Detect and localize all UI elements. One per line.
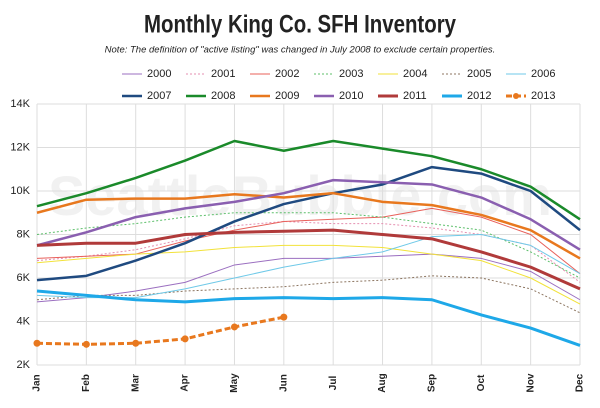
- x-tick-label: Feb: [81, 374, 92, 392]
- legend-item: 2010: [314, 90, 363, 102]
- y-tick-label: 8K: [17, 228, 31, 240]
- x-tick-label: Mar: [130, 374, 141, 392]
- legend-label: 2002: [275, 68, 299, 80]
- x-tick-label: Jun: [278, 374, 289, 392]
- data-point: [132, 339, 140, 347]
- legend-label: 2008: [211, 90, 235, 102]
- legend-item: 2005: [442, 68, 491, 80]
- y-tick-label: 12K: [10, 141, 30, 153]
- x-tick-label: Apr: [180, 374, 191, 391]
- legend-item: 2006: [506, 68, 555, 80]
- legend-label: 2003: [339, 68, 363, 80]
- legend-label: 2006: [531, 68, 555, 80]
- data-point: [280, 313, 288, 321]
- y-tick-label: 2K: [17, 359, 31, 371]
- legend-label: 2009: [275, 90, 299, 102]
- x-tick-label: May: [229, 373, 240, 393]
- legend-item: 2007: [122, 90, 171, 102]
- x-tick-label: Nov: [525, 373, 536, 392]
- x-tick-label: Dec: [575, 373, 586, 392]
- legend-item: 2003: [314, 68, 363, 80]
- legend-item: 2000: [122, 68, 171, 80]
- series-line: [36, 244, 581, 305]
- legend-item: 2012: [442, 90, 491, 102]
- legend-label: 2010: [339, 90, 363, 102]
- y-tick-label: 4K: [17, 315, 31, 327]
- x-tick-label: Jan: [32, 374, 43, 391]
- legend-item: 2008: [186, 90, 235, 102]
- data-point: [82, 340, 90, 348]
- x-tick-label: Sep: [427, 374, 438, 392]
- series-line: [36, 228, 581, 291]
- x-tick-label: Oct: [476, 374, 487, 391]
- legend-item: 2002: [250, 68, 299, 80]
- legend-label: 2004: [403, 68, 427, 80]
- legend-label: 2005: [467, 68, 491, 80]
- series-line: [36, 178, 581, 251]
- data-point: [230, 323, 238, 331]
- y-tick-label: 10K: [10, 185, 30, 197]
- legend-label: 2013: [531, 90, 555, 102]
- legend-marker: [513, 93, 519, 99]
- legend-label: 2000: [147, 68, 171, 80]
- y-tick-label: 14K: [10, 98, 30, 110]
- series-line: [36, 191, 581, 260]
- series-line: [36, 139, 581, 221]
- series-line: [36, 315, 285, 346]
- y-tick-label: 6K: [17, 272, 31, 284]
- legend-label: 2007: [147, 90, 171, 102]
- data-point: [33, 339, 41, 347]
- legend-label: 2001: [211, 68, 235, 80]
- legend-item: 2011: [378, 90, 427, 102]
- x-tick-label: Aug: [377, 373, 388, 392]
- data-point: [181, 335, 189, 343]
- legend-item: 2009: [250, 90, 299, 102]
- chart-title: Monthly King Co. SFH Inventory: [144, 11, 456, 39]
- series-line: [36, 165, 581, 282]
- series-line: [36, 275, 581, 314]
- x-tick-label: Jul: [328, 376, 339, 391]
- series-line: [36, 289, 581, 347]
- legend-item: 2004: [378, 68, 427, 80]
- series-line: [36, 253, 581, 303]
- legend-label: 2011: [403, 90, 427, 102]
- chart-subtitle: Note: The definition of "active listing"…: [105, 45, 496, 56]
- legend-item: 2013: [506, 90, 555, 102]
- legend-label: 2012: [467, 90, 491, 102]
- legend-item: 2001: [186, 68, 235, 80]
- series-line: [36, 212, 581, 279]
